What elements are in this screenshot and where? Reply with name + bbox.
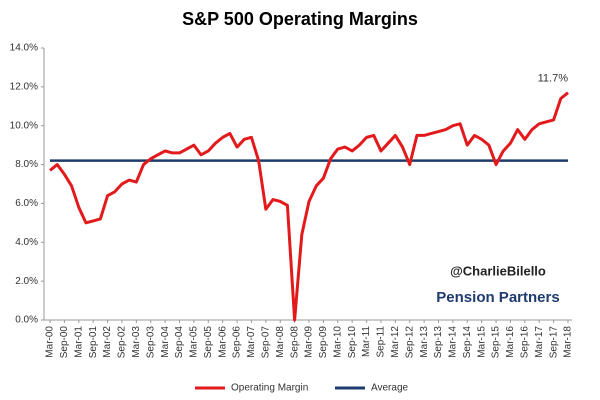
- x-tick-label: Sep-02: [117, 326, 128, 359]
- x-tick-label: Mar-00: [45, 326, 56, 358]
- watermark: @CharlieBilello: [450, 263, 546, 278]
- x-tick-label: Sep-05: [203, 326, 214, 359]
- y-tick-label: 4.0%: [15, 237, 38, 248]
- x-tick-label: Sep-17: [548, 326, 559, 359]
- chart-title: S&P 500 Operating Margins: [182, 9, 418, 29]
- legend-label: Average: [371, 383, 409, 394]
- y-tick-label: 6.0%: [15, 198, 38, 209]
- x-tick-label: Mar-08: [275, 326, 286, 358]
- x-tick-label: Sep-14: [462, 326, 473, 359]
- legend-label: Operating Margin: [231, 383, 308, 394]
- x-tick-label: Mar-04: [160, 326, 171, 358]
- x-tick-label: Sep-10: [347, 326, 358, 359]
- x-tick-label: Mar-03: [131, 326, 142, 358]
- x-tick-label: Mar-11: [361, 326, 372, 357]
- y-tick-label: 14.0%: [10, 43, 38, 54]
- y-tick-label: 0.0%: [15, 315, 38, 326]
- x-tick-label: Sep-11: [376, 326, 387, 358]
- x-tick-label: Mar-17: [534, 326, 545, 358]
- x-tick-label: Mar-14: [448, 326, 459, 358]
- x-tick-label: Mar-02: [102, 326, 113, 358]
- x-tick-label: Mar-18: [563, 326, 574, 358]
- y-tick-label: 2.0%: [15, 276, 38, 287]
- x-tick-label: Mar-01: [73, 326, 84, 358]
- x-tick-label: Sep-16: [519, 326, 530, 359]
- x-tick-label: Sep-00: [59, 326, 70, 359]
- data-label: 11.7%: [538, 73, 569, 85]
- x-tick-label: Mar-10: [332, 326, 343, 358]
- x-tick-label: Sep-07: [260, 326, 271, 359]
- y-tick-label: 12.0%: [10, 81, 38, 92]
- x-tick-label: Sep-01: [88, 326, 99, 359]
- x-tick-label: Sep-08: [289, 326, 300, 359]
- x-tick-label: Mar-13: [419, 326, 430, 358]
- x-tick-label: Sep-13: [433, 326, 444, 359]
- x-tick-label: Sep-06: [232, 326, 243, 359]
- x-tick-label: Sep-03: [145, 326, 156, 359]
- x-tick-label: Sep-04: [174, 326, 185, 359]
- x-tick-label: Mar-06: [217, 326, 228, 358]
- y-tick-label: 10.0%: [10, 120, 38, 131]
- x-tick-label: Mar-16: [505, 326, 516, 358]
- x-tick-label: Mar-07: [246, 326, 257, 358]
- logo: Pension Partners: [436, 289, 559, 306]
- x-tick-label: Mar-12: [390, 326, 401, 358]
- x-tick-label: Mar-15: [476, 326, 487, 358]
- series-line: [49, 91, 569, 322]
- x-tick-label: Mar-05: [189, 326, 200, 358]
- x-tick-label: Sep-15: [491, 326, 502, 359]
- y-tick-label: 8.0%: [15, 159, 38, 170]
- x-tick-label: Mar-09: [304, 326, 315, 358]
- x-tick-label: Sep-12: [404, 326, 415, 359]
- x-tick-label: Sep-09: [318, 326, 329, 359]
